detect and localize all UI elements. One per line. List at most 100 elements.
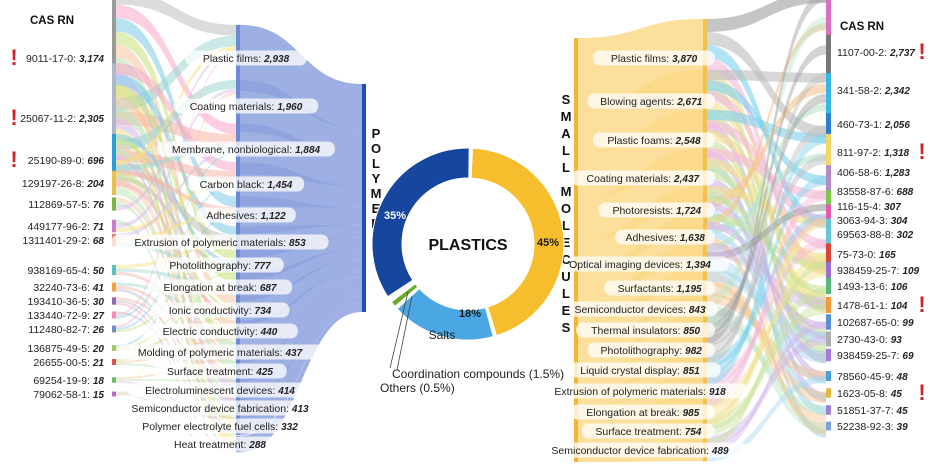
cas-label: 79062-58-1: 15 (33, 389, 104, 401)
flow-link (707, 254, 826, 418)
cas-source-bar (112, 345, 116, 351)
flow-link (707, 124, 826, 356)
label-background (156, 257, 284, 273)
cas-source-bar (112, 325, 116, 333)
cas-label: 112869-57-5: 76 (28, 199, 104, 211)
polymers-letter: E (372, 201, 381, 216)
cas-source-bar (826, 348, 831, 362)
small-letter: S (562, 92, 571, 107)
flow-link (707, 0, 826, 345)
leader-line (389, 291, 409, 369)
cas-source-bar (826, 243, 831, 265)
label-background (196, 207, 296, 223)
cas-label: 102687-65-0: 99 (837, 317, 914, 329)
cas-label: 112480-82-7: 26 (28, 324, 104, 336)
flow-link (116, 96, 236, 330)
flow-link (116, 85, 236, 282)
cas-source-bar (112, 0, 116, 125)
alert-icon: ! (10, 105, 17, 130)
cas-source-bar (826, 314, 831, 330)
label-background (147, 279, 293, 295)
cas-source-bar (826, 388, 831, 398)
flow-link (116, 0, 236, 36)
flow-link (707, 237, 826, 435)
flow-link (707, 239, 826, 386)
label-background (161, 436, 279, 452)
cas-source-bar (826, 296, 831, 314)
flow-link (707, 133, 826, 386)
polymers-bar (362, 84, 366, 312)
application-label: Elongation at break: 985 (586, 407, 699, 419)
others-label: Others (0.5%) (380, 381, 455, 395)
label-background (153, 363, 287, 379)
cas-source-bar (112, 391, 116, 397)
flow-link (707, 293, 826, 381)
cas-source-bar (112, 377, 116, 383)
application-label: Carbon black: 1,454 (200, 179, 293, 191)
molecules-letter: M (561, 184, 572, 199)
flow-link (707, 69, 826, 83)
flow-link (707, 303, 826, 430)
flow-link (116, 84, 236, 428)
flow-link (116, 44, 236, 307)
donut-center-label: PLASTICS (428, 237, 507, 254)
alert-icon: ! (918, 39, 925, 64)
flow-link (116, 178, 236, 376)
polymers-letter: Y (372, 171, 381, 186)
label-background (581, 423, 715, 439)
donut-segment (390, 283, 419, 308)
flow-link (707, 175, 826, 376)
label-background (593, 50, 715, 66)
cas-label: 938459-25-7: 109 (837, 265, 920, 277)
application-label: Molding of polymeric materials: 437 (138, 347, 303, 359)
application-label: Elongation at break: 687 (163, 282, 276, 294)
cas-label: 3063-94-3: 304 (837, 215, 908, 227)
cas-label: 1478-61-1: 104 (837, 300, 908, 312)
application-label: Surfactants: 1,195 (618, 283, 702, 295)
flow-link (116, 243, 236, 269)
flow-link (116, 149, 236, 238)
cas-source-bar (112, 170, 116, 196)
flow-link (707, 221, 826, 330)
flow-link (707, 204, 826, 261)
flow-link (707, 153, 826, 235)
cas-label: 811-97-2: 1,318 (837, 147, 910, 159)
cas-label: 83558-87-6: 688 (837, 186, 914, 198)
cas-label: 25190-89-0: 696 (28, 155, 105, 167)
cas-source-bar (112, 264, 116, 276)
cas-label: 69563-88-8: 302 (837, 229, 914, 241)
flow-link (116, 170, 236, 336)
label-background (117, 344, 323, 360)
application-label: Thermal insulators: 850 (591, 325, 700, 337)
cas-label: 9011-17-0: 3,174 (26, 53, 104, 65)
flow-link (707, 281, 826, 404)
molecules-letter: S (562, 320, 571, 335)
flow-link (707, 0, 826, 32)
application-label: Semiconductor devices: 843 (574, 304, 706, 316)
cas-label: 1107-00-2: 2,737 (837, 47, 915, 59)
flow-link (116, 80, 236, 151)
label-background (111, 234, 329, 250)
flow-link (116, 211, 236, 243)
cas-source-bar (826, 421, 831, 431)
label-background (173, 98, 319, 114)
cas-label: 78560-45-9: 48 (837, 371, 908, 383)
alert-icon: ! (918, 380, 925, 405)
flow-link (707, 256, 826, 364)
cas-label: 51851-37-7: 45 (837, 405, 908, 417)
cas-label: 69254-19-9: 18 (33, 375, 104, 387)
molecules-letter: E (562, 303, 571, 318)
cas-source-bar (826, 277, 831, 295)
flow-link (707, 242, 826, 310)
flow-link (116, 111, 236, 145)
flow-link (116, 71, 236, 391)
label-background (128, 382, 312, 398)
application-label: Extrusion of polymeric materials: 853 (134, 237, 306, 249)
application-label: Coating materials: 2,437 (587, 173, 700, 185)
flow-link (116, 284, 236, 362)
application-label: Semiconductor device fabrication: 413 (131, 403, 309, 415)
flow-link (116, 50, 236, 211)
